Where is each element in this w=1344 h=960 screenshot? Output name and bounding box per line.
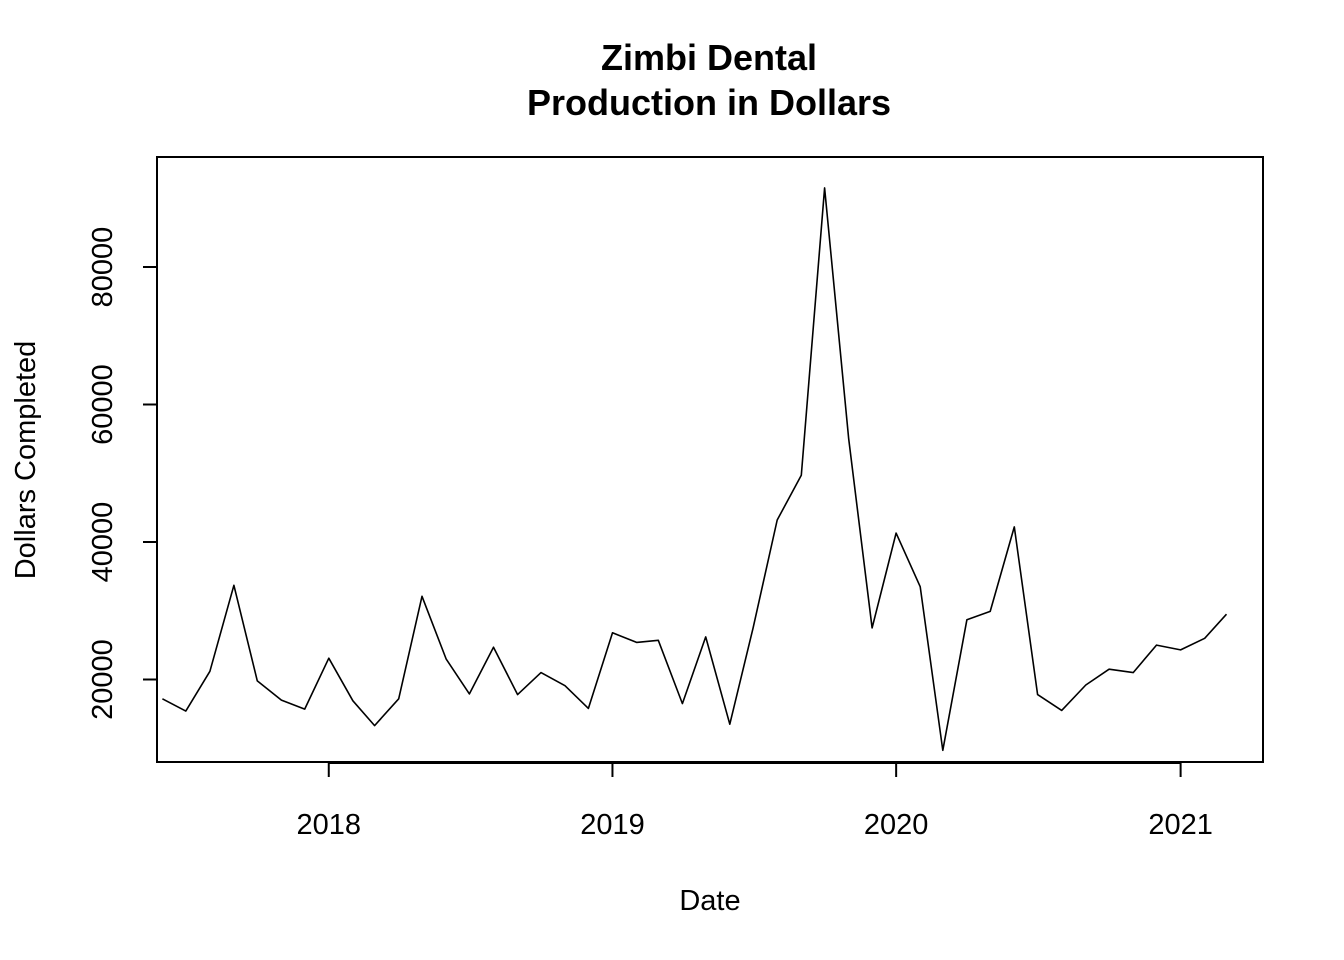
series-line <box>162 187 1228 752</box>
x-axis-label: Date <box>679 885 740 917</box>
x-tick-label: 2018 <box>297 809 362 841</box>
y-tick-label: 40000 <box>87 502 119 583</box>
x-tick-label: 2019 <box>580 809 645 841</box>
x-tick-label: 2020 <box>864 809 929 841</box>
y-axis: 20000 40000 60000 80000 <box>87 227 158 720</box>
y-axis-label: Dollars Completed <box>10 341 42 580</box>
x-tick-label: 2021 <box>1148 809 1213 841</box>
y-tick-label: 80000 <box>87 227 119 308</box>
x-axis: 2018 2019 2020 2021 <box>297 762 1213 841</box>
chart-title-line-1: Zimbi Dental <box>601 37 817 78</box>
y-tick-label: 60000 <box>87 364 119 445</box>
y-tick-label: 20000 <box>87 639 119 720</box>
chart-title-line-2: Production in Dollars <box>527 82 891 123</box>
